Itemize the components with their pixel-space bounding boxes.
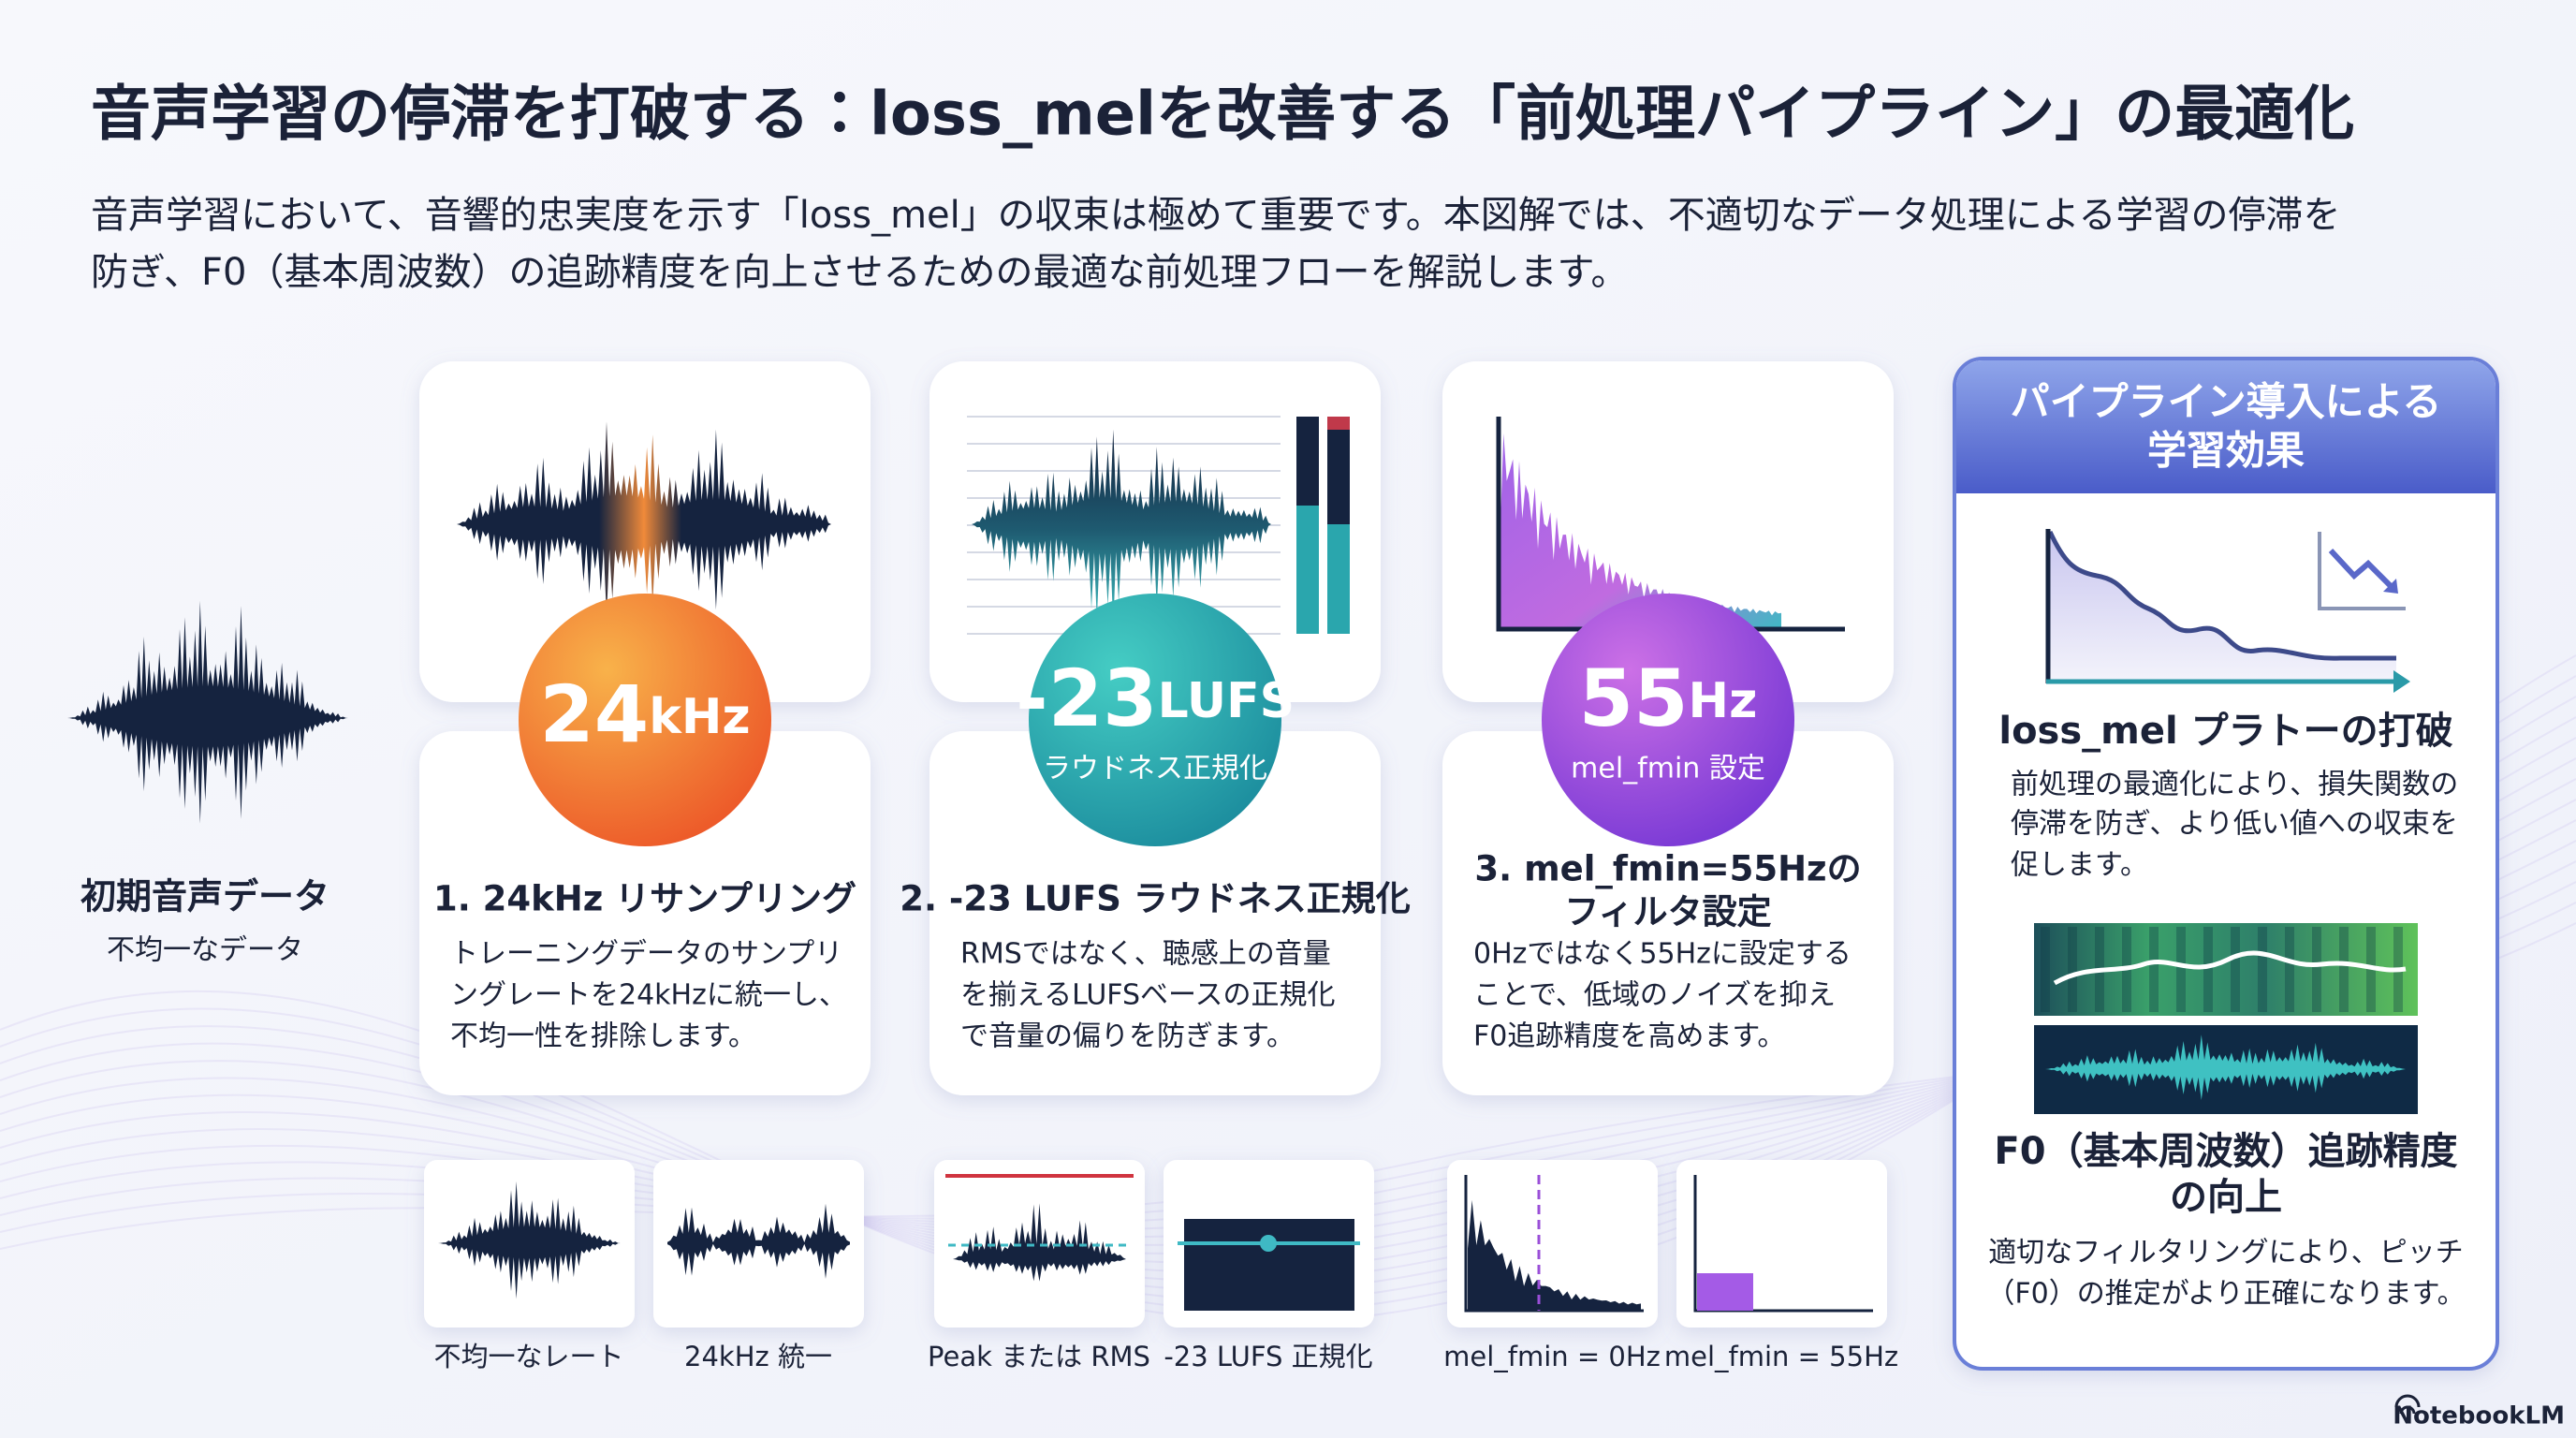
badge-unit: Hz xyxy=(1689,673,1758,729)
badge-sub: mel_fmin 設定 xyxy=(1571,753,1765,785)
step-card: 24kHz 1. 24kHz リサンプリングトレーニングデータのサンプリングレート… xyxy=(419,361,871,1372)
badge xyxy=(519,594,771,846)
mini-axes xyxy=(1693,1175,1873,1313)
step-body: ングレートを24kHzに統一し、 xyxy=(450,979,847,1012)
loss-curve xyxy=(2047,530,2396,661)
step-body: ことで、低域のノイズを抑え xyxy=(1473,979,1836,1012)
mini-spectrum xyxy=(1468,1199,1641,1311)
spectro-band xyxy=(2285,927,2294,1012)
step-body: トレーニングデータのサンプリ xyxy=(450,938,842,971)
card-bottom xyxy=(419,731,871,1095)
target-dot xyxy=(1260,1235,1277,1252)
arrow-head xyxy=(2393,670,2410,693)
waveform xyxy=(667,1203,850,1279)
compare-label: mel_fmin = 0Hz xyxy=(1443,1341,1661,1372)
step-heading: 1. 24kHz リサンプリング xyxy=(433,879,856,919)
compare-label: mel_fmin = 55Hz xyxy=(1664,1341,1898,1372)
footer: NotebookLM xyxy=(2393,1402,2565,1431)
meter xyxy=(1327,417,1350,430)
result-panel: パイプライン導入による 学習効果 loss_mel プラトーの打破 前処理の最適… xyxy=(1953,357,2499,1371)
trend-icon xyxy=(2328,548,2397,593)
result-heading: F0（基本周波数）追跡精度 xyxy=(1994,1130,2457,1173)
result-body: 停滞を防ぎ、より低い値への収束を xyxy=(2011,808,2458,841)
waveform xyxy=(2045,1034,2406,1100)
input-label: 初期音声データ xyxy=(80,876,329,917)
spectro-band xyxy=(2041,927,2050,1012)
spectro-band xyxy=(2258,927,2267,1012)
spectro-band xyxy=(2176,927,2186,1012)
step-card: -23LUFS ラウドネス正規化 2. -23 LUFS ラウドネス正規化 RMSでは… xyxy=(900,361,1411,1372)
waveform xyxy=(67,600,348,824)
spectro-band xyxy=(2068,927,2077,1012)
step-body: 不均一性を排除します。 xyxy=(450,1020,756,1053)
intro-line: 防ぎ、F0（基本周波数）の追跡精度を向上させるための最適な前処理フローを解説しま… xyxy=(91,251,1628,294)
step-body: F0追跡精度を高めます。 xyxy=(1473,1020,1785,1053)
waveform xyxy=(953,1203,1126,1282)
level-block xyxy=(1184,1219,1354,1311)
meter xyxy=(1296,506,1319,634)
step-body: を揃えるLUFSベースの正規化 xyxy=(960,979,1336,1012)
spectro-band xyxy=(2231,927,2240,1012)
result-body: 促します。 xyxy=(2011,849,2148,882)
input-data: 初期音声データ 不均一なデータ xyxy=(67,600,348,967)
result-body: （F0）の推定がより正確になります。 xyxy=(1986,1278,2465,1311)
waveform xyxy=(438,1181,621,1299)
card-bottom xyxy=(1442,731,1894,1095)
badge-number: 24 xyxy=(539,668,649,760)
footer-logo xyxy=(2394,1394,2421,1415)
waveform xyxy=(457,421,831,617)
badge-value: 55Hz xyxy=(1579,653,1758,744)
step-heading: フィルタ設定 xyxy=(1564,892,1771,932)
result-body: 前処理の最適化により、損失関数の xyxy=(2011,769,2458,801)
pipeline-steps: 24kHz 1. 24kHz リサンプリングトレーニングデータのサンプリングレート… xyxy=(419,361,1898,1372)
title: 音声学習の停滞を打破する：loss_melを改善する「前処理パイプライン」の最適… xyxy=(91,81,2354,150)
card-bottom xyxy=(929,731,1381,1095)
result-heading: loss_mel プラトーの打破 xyxy=(1998,710,2452,753)
compare-label: Peak または RMS xyxy=(928,1341,1150,1372)
badge-number: -23 xyxy=(1016,653,1158,744)
step-body: RMSではなく、聴感上の音量 xyxy=(960,938,1331,971)
spectro-band xyxy=(2149,927,2159,1012)
step-heading: 3. mel_fmin=55Hzの xyxy=(1474,849,1861,889)
trend-icon xyxy=(2383,579,2398,594)
step-body: 0Hzではなく55Hzに設定する xyxy=(1473,938,1852,971)
result-header xyxy=(1956,360,2496,493)
compare-label: 24kHz 統一 xyxy=(684,1341,832,1372)
trend-icon xyxy=(2318,532,2406,610)
spectrum xyxy=(1500,433,1781,629)
intro-line: 音声学習において、音響的忠実度を示す「loss_mel」の収束は極めて重要です。… xyxy=(91,194,2341,237)
waveform xyxy=(972,429,1271,629)
result-title: 学習効果 xyxy=(2147,428,2305,474)
badge-sub: ラウドネス正規化 xyxy=(1043,753,1267,785)
result-title: パイプライン導入による xyxy=(2011,379,2442,425)
step-body: で音量の偏りを防ぎます。 xyxy=(960,1020,1295,1053)
step-heading: 2. -23 LUFS ラウドネス正規化 xyxy=(900,879,1411,919)
badge xyxy=(1029,594,1281,846)
badge-unit: LUFS xyxy=(1158,673,1295,729)
input-sublabel: 不均一なデータ xyxy=(107,934,303,967)
badge-unit: kHz xyxy=(649,689,750,745)
result-heading: の向上 xyxy=(2170,1176,2282,1219)
mini-cut xyxy=(1697,1273,1753,1311)
spectro-band xyxy=(2312,927,2321,1012)
meter xyxy=(1327,524,1350,634)
spectro-band xyxy=(2339,927,2349,1012)
loss-area xyxy=(2050,532,2396,682)
result-body: 適切なフィルタリングにより、ピッチ xyxy=(1988,1237,2464,1269)
badge xyxy=(1542,594,1794,846)
badge-value: 24kHz xyxy=(539,668,750,760)
compare-label: -23 LUFS 正規化 xyxy=(1164,1341,1372,1372)
compare-label: 不均一なレート xyxy=(433,1341,623,1372)
pitch-line xyxy=(2053,950,2407,986)
badge-number: 55 xyxy=(1579,653,1689,744)
spectro-band xyxy=(2203,927,2213,1012)
badge-value: -23LUFS xyxy=(1016,653,1295,744)
